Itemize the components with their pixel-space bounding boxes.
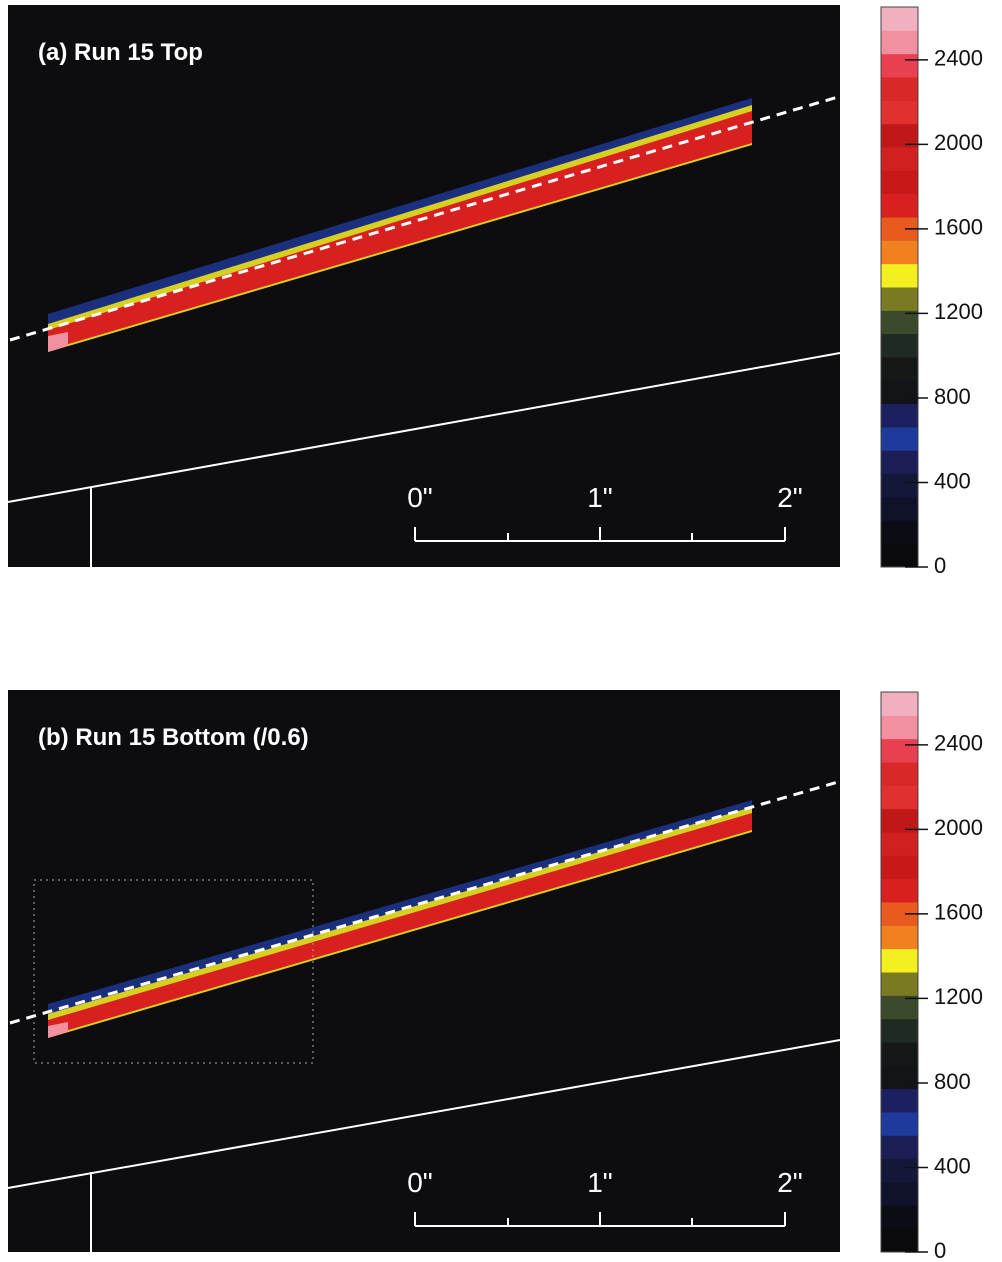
colorbar-band (881, 925, 918, 950)
colorbar-tick-label: 2400 (934, 731, 983, 756)
colorbar-band (881, 995, 918, 1020)
colorbar-tick-label: 2400 (934, 46, 983, 71)
colorbar-frame (880, 6, 919, 568)
colorbar-tick-label: 2000 (934, 815, 983, 840)
dashed-line (9, 95, 839, 342)
colorbar-band (881, 473, 918, 498)
colorbar-band (881, 1088, 918, 1113)
colorbar-band (881, 287, 918, 311)
surface-line (7, 1039, 841, 1189)
colorbar-band (881, 543, 918, 568)
scale-label: 0" (407, 1167, 433, 1198)
colorbar-frame (880, 691, 919, 1253)
colorbar-band (881, 878, 918, 903)
zoom-box (33, 879, 314, 1064)
colorbar-tick-label: 1600 (934, 900, 983, 925)
scale-label: 1" (587, 482, 613, 513)
colorbar-band (881, 263, 918, 288)
colorbar-band (881, 715, 918, 740)
colorbar-band (881, 902, 918, 926)
colorbar-band (881, 808, 918, 833)
colorbar-band (881, 1135, 918, 1160)
colorbar-band (881, 1228, 918, 1253)
colorbar-band (881, 427, 918, 451)
colorbar-band (881, 1182, 918, 1206)
colorbar-tick-label: 1200 (934, 299, 983, 324)
colorbar-band (881, 497, 918, 521)
colorbar-band (881, 7, 918, 31)
colorbar-band (881, 1158, 918, 1183)
colorbar-band (881, 403, 918, 428)
colorbar-band (881, 762, 918, 786)
scale-label: 2" (777, 1167, 803, 1198)
colorbar-tick-label: 400 (934, 1153, 971, 1178)
panel-label: (a) Run 15 Top (38, 39, 203, 66)
streak-core (48, 813, 752, 1036)
scale-label: 1" (587, 1167, 613, 1198)
streak-hot (48, 1022, 68, 1038)
colorbar-band (881, 1042, 918, 1066)
colorbar-band (881, 310, 918, 335)
colorbar-band (881, 785, 918, 810)
colorbar-band (881, 77, 918, 101)
colorbar-band (881, 520, 918, 545)
colorbar-band (881, 738, 918, 763)
colorbar-tick-label: 1600 (934, 215, 983, 240)
colorbar-band (881, 147, 918, 171)
colorbar-tick-label: 2000 (934, 130, 983, 155)
colorbar-band (881, 1112, 918, 1136)
colorbar-tick-label: 1200 (934, 984, 983, 1009)
scale-label: 2" (777, 482, 803, 513)
streak-core (48, 111, 752, 350)
colorbar-band (881, 240, 918, 265)
colorbar-tick-label: 800 (934, 384, 971, 409)
colorbar-band (881, 100, 918, 125)
colorbar-band (881, 217, 918, 241)
colorbar-band (881, 30, 918, 55)
colorbar-band (881, 193, 918, 218)
colorbar-band (881, 333, 918, 358)
colorbar-tick-label: 0 (934, 1238, 946, 1262)
scale-label: 0" (407, 482, 433, 513)
surface-line (7, 352, 841, 503)
dashed-line (9, 780, 839, 1025)
colorbar-band (881, 832, 918, 856)
panel-label: (b) Run 15 Bottom (/0.6) (38, 724, 309, 751)
colorbar-band (881, 123, 918, 148)
colorbar-band (881, 170, 918, 195)
colorbar-band (881, 1065, 918, 1090)
colorbar-band (881, 692, 918, 716)
colorbar-tick-label: 800 (934, 1069, 971, 1094)
colorbar-band (881, 855, 918, 880)
colorbar-band (881, 1018, 918, 1043)
colorbar-tick-label: 0 (934, 553, 946, 578)
colorbar-band (881, 357, 918, 381)
colorbar-band (881, 380, 918, 405)
colorbar-band (881, 972, 918, 996)
colorbar-band (881, 450, 918, 475)
streak-hot (48, 332, 68, 352)
colorbar-band (881, 53, 918, 78)
colorbar-band (881, 948, 918, 973)
colorbar-band (881, 1205, 918, 1230)
colorbar-tick-label: 400 (934, 468, 971, 493)
image-panel (8, 690, 840, 1252)
